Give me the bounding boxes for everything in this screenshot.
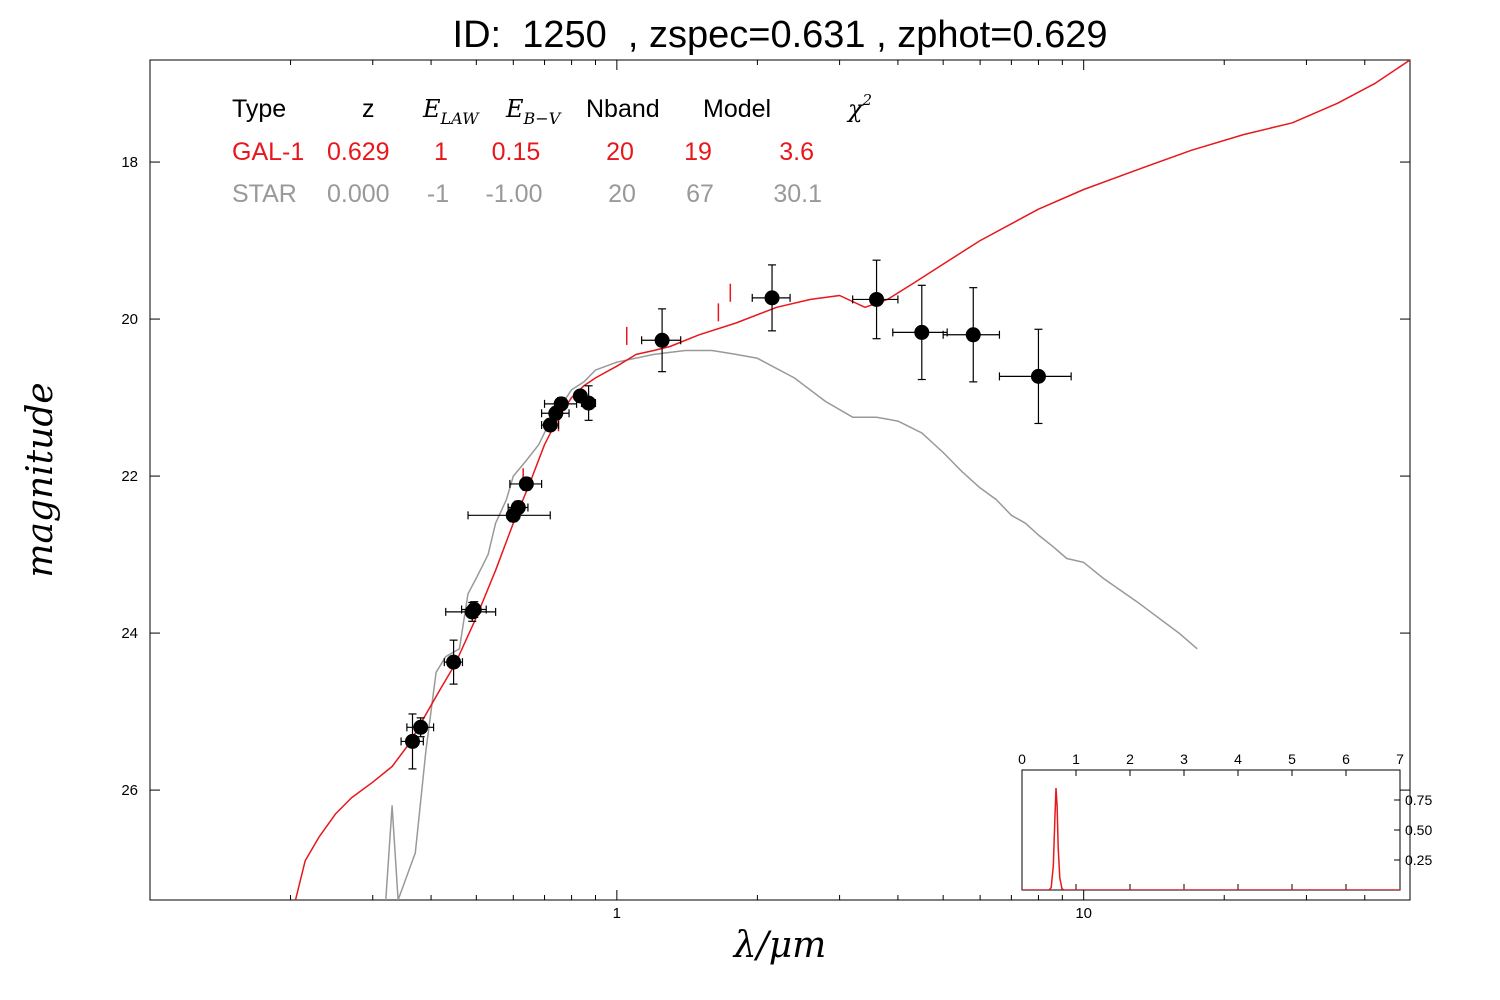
- observation-marker: [542, 417, 558, 433]
- inset-x-tick-label: 6: [1342, 751, 1350, 767]
- observation-point: [942, 287, 1001, 383]
- row-gal-ebv: 0.15: [492, 138, 541, 166]
- observation-marker: [965, 327, 981, 343]
- row-gal-z: 0.629: [327, 138, 390, 166]
- observation-marker: [510, 499, 526, 515]
- header-chi2: χ2: [846, 91, 872, 123]
- observation-marker: [413, 719, 429, 735]
- observation-point: [751, 264, 791, 332]
- row-gal-elaw: 1: [434, 138, 448, 166]
- observation-marker: [654, 332, 670, 348]
- y-axis-label: magnitude: [20, 382, 61, 577]
- observation-marker: [466, 602, 482, 618]
- inset-x-tick-label: 7: [1396, 751, 1404, 767]
- x-tick-label: 10: [1075, 905, 1092, 922]
- header-model: Model: [703, 95, 771, 123]
- header-elaw-base: E: [422, 95, 441, 123]
- x-axis-ticks: 1 10: [149, 60, 1411, 922]
- inset-x-tick-label: 3: [1180, 751, 1188, 767]
- y-tick-label: 26: [121, 782, 138, 799]
- header-elaw: ELAW: [422, 95, 480, 128]
- observation-point: [580, 385, 597, 421]
- observation-point: [852, 259, 899, 340]
- observation-marker: [581, 395, 597, 411]
- inset-frame: [1021, 769, 1401, 891]
- inset-x-tick-label: 4: [1234, 751, 1242, 767]
- observation-point: [443, 639, 464, 685]
- row-gal-chi2: 3.6: [779, 138, 814, 166]
- header-nband: Nband: [586, 95, 660, 123]
- observation-marker: [518, 476, 534, 492]
- header-chi2-sup: 2: [862, 91, 873, 109]
- y-tick-label: 20: [121, 311, 138, 328]
- inset-y-tick-label: 0.25: [1405, 852, 1432, 868]
- title-id-value: 1250: [522, 14, 607, 56]
- row-gal-type: GAL-1: [232, 138, 304, 166]
- observation-marker: [869, 291, 885, 307]
- observation-point: [541, 405, 570, 421]
- header-chi2-base: χ: [846, 95, 864, 123]
- x-axis-label: λ/μm: [732, 925, 826, 966]
- inset-x-tick-label: 1: [1072, 751, 1080, 767]
- observation-marker: [764, 290, 780, 306]
- row-star-nband: 20: [608, 180, 636, 208]
- header-elaw-sub: LAW: [440, 109, 481, 128]
- y-tick-label: 22: [121, 468, 138, 485]
- observation-marker: [446, 654, 462, 670]
- plot-area: [149, 59, 1411, 901]
- header-type: Type: [232, 95, 286, 123]
- observation-marker: [553, 396, 569, 412]
- inset-ticks: 0 1 2 3 4 5 6 7 0.25 0.50 0.75: [1018, 751, 1432, 890]
- observation-point: [460, 601, 487, 618]
- title-zphot: zphot=0.629: [897, 14, 1108, 56]
- fit-row-gal: GAL-1 0.629 1 0.15 20 19 3.6: [232, 138, 814, 166]
- row-star-type: STAR: [232, 180, 297, 208]
- observation-point: [541, 417, 560, 433]
- header-ebv-sub: B−V: [523, 109, 562, 128]
- y-tick-label: 18: [121, 154, 138, 171]
- observation-marker: [914, 324, 930, 340]
- observation-point: [641, 308, 682, 373]
- row-star-chi2: 30.1: [773, 180, 822, 208]
- inset-x-tick-label: 0: [1018, 751, 1026, 767]
- y-tick-label: 24: [121, 625, 138, 642]
- observation-point: [507, 499, 529, 515]
- inset-x-tick-label: 2: [1126, 751, 1134, 767]
- observation-point: [998, 328, 1072, 425]
- header-ebv: EB−V: [505, 95, 562, 128]
- row-gal-nband: 20: [606, 138, 634, 166]
- observation-marker: [1030, 368, 1046, 384]
- chart-title: ID: 1250 , zspec=0.631 , zphot=0.629: [452, 14, 1108, 56]
- inset-x-tick-label: 5: [1288, 751, 1296, 767]
- observation-point: [400, 713, 424, 770]
- observation-marker: [405, 733, 421, 749]
- row-star-ebv: -1.00: [486, 180, 543, 208]
- fit-table: Type z ELAW EB−V Nband Model χ2 GAL-1 0.…: [232, 91, 872, 208]
- inset-pdf-curve: [1022, 787, 1400, 890]
- row-star-elaw: -1: [427, 180, 449, 208]
- redshift-pdf-inset: 0 1 2 3 4 5 6 7 0.25 0.50 0.75: [1018, 751, 1432, 891]
- photometry-points: [400, 259, 1072, 770]
- x-tick-label: 1: [613, 905, 621, 922]
- fit-row-star: STAR 0.000 -1 -1.00 20 67 30.1: [232, 180, 822, 208]
- header-z: z: [362, 95, 375, 123]
- header-ebv-base: E: [505, 95, 524, 123]
- observation-point: [892, 284, 948, 381]
- row-gal-model: 19: [684, 138, 712, 166]
- row-star-model: 67: [686, 180, 714, 208]
- observation-point: [406, 717, 435, 738]
- inset-y-tick-label: 0.75: [1405, 792, 1432, 808]
- observation-point: [509, 476, 543, 492]
- row-star-z: 0.000: [327, 180, 390, 208]
- inset-y-tick-label: 0.50: [1405, 822, 1432, 838]
- title-zspec: zspec=0.631: [648, 14, 866, 56]
- title-id-label: ID:: [452, 14, 502, 56]
- inset-pdf-line: [1022, 787, 1400, 890]
